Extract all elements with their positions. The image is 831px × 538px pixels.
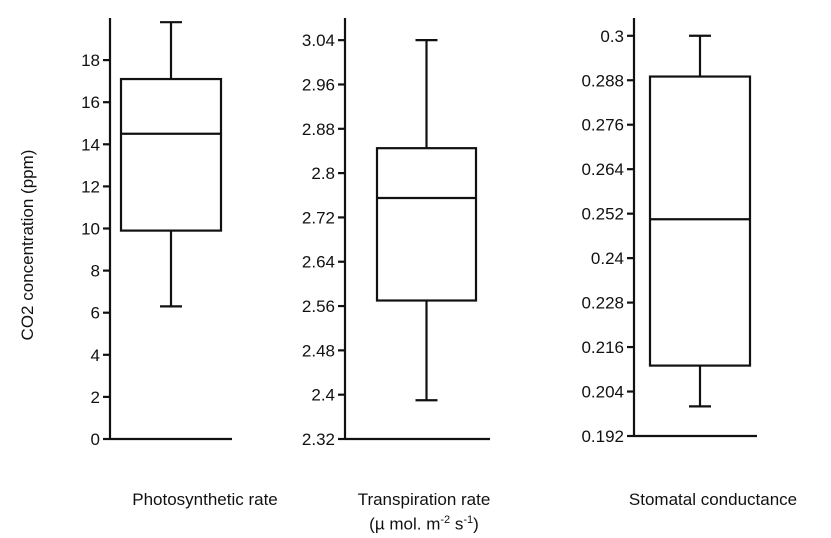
y-axis-label: CO2 concentration (ppm) — [18, 150, 37, 341]
y-tick-label-2: 2.4 — [311, 386, 335, 405]
y-tick-label-2: 2.32 — [302, 430, 335, 449]
y-tick-label-3: 0.204 — [581, 383, 624, 402]
y-tick-label-1: 16 — [81, 93, 100, 112]
y-tick-label-3: 0.3 — [600, 27, 624, 46]
x-label-photosynthetic: Photosynthetic rate — [110, 489, 300, 510]
y-tick-label-3: 0.228 — [581, 294, 624, 313]
y-tick-label-3: 0.216 — [581, 338, 624, 357]
y-tick-label-2: 2.72 — [302, 208, 335, 227]
y-tick-label-3: 0.24 — [591, 249, 624, 268]
y-tick-label-1: 18 — [81, 51, 100, 70]
y-tick-label-1: 12 — [81, 177, 100, 196]
x-label-stomatal: Stomatal conductance — [598, 489, 828, 510]
iqr-box-3 — [648, 75, 752, 367]
y-tick-label-2: 3.04 — [302, 31, 335, 50]
y-tick-label-3: 0.192 — [581, 427, 624, 446]
x-label-unit-part3: ) — [473, 514, 479, 534]
y-tick-label-2: 2.8 — [311, 164, 335, 183]
y-tick-label-1: 0 — [91, 430, 100, 449]
iqr-box-1 — [119, 77, 223, 232]
x-label-transpiration-line1: Transpiration rate — [357, 490, 491, 509]
y-tick-label-3: 0.264 — [581, 160, 624, 179]
y-tick-label-1: 8 — [91, 262, 100, 281]
x-label-unit-part1: (µ mol. m — [369, 514, 441, 534]
x-label-photosynthetic-text: Photosynthetic rate — [132, 490, 278, 509]
y-tick-label-2: 2.88 — [302, 120, 335, 139]
x-label-transpiration-line2: (µ mol. m-2 s-1) — [334, 510, 514, 535]
y-tick-label-1: 6 — [91, 304, 100, 323]
iqr-box-2 — [375, 147, 478, 302]
y-tick-label-1: 2 — [91, 388, 100, 407]
x-label-unit-part2: s — [450, 514, 464, 534]
y-tick-label-2: 2.64 — [302, 253, 335, 272]
x-label-stomatal-text: Stomatal conductance — [628, 490, 798, 509]
y-tick-label-1: 4 — [91, 346, 100, 365]
y-tick-label-2: 2.56 — [302, 297, 335, 316]
y-tick-label-1: 10 — [81, 220, 100, 239]
y-tick-label-2: 2.48 — [302, 341, 335, 360]
y-tick-label-3: 0.252 — [581, 205, 624, 224]
x-label-unit-sup1: -2 — [440, 514, 451, 526]
x-label-transpiration: Transpiration rate (µ mol. m-2 s-1) — [334, 489, 514, 535]
y-tick-label-3: 0.288 — [581, 71, 624, 90]
y-tick-label-2: 2.96 — [302, 75, 335, 94]
y-tick-label-3: 0.276 — [581, 116, 624, 135]
x-label-unit-sup2: -1 — [463, 514, 474, 526]
y-tick-label-1: 14 — [81, 135, 100, 154]
